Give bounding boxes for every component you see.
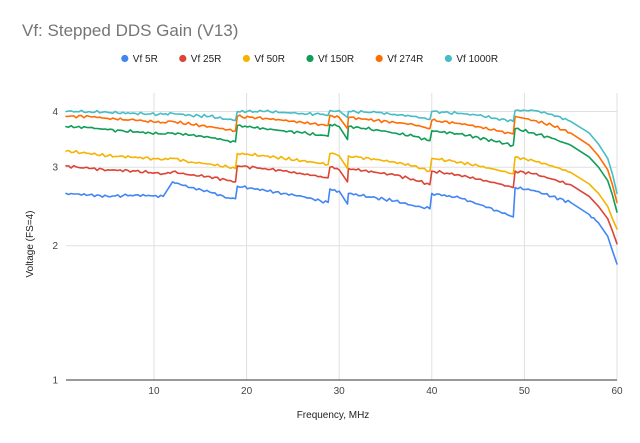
x-tick-label: 30 [334, 386, 346, 397]
legend-label: Vf 274R [387, 54, 423, 65]
y-axis-label: Voltage (FS=4) [25, 211, 36, 278]
series-line [65, 149, 618, 230]
legend: Vf 5R Vf 25R Vf 50R Vf 150R Vf 274R Vf 1000R [121, 54, 498, 65]
legend-marker [375, 54, 383, 63]
x-tick-label: 50 [519, 386, 531, 397]
legend-label: Vf 5R [133, 54, 158, 65]
legend-label: Vf 50R [254, 54, 285, 65]
legend-marker [444, 54, 452, 63]
y-tick-label: 4 [52, 107, 58, 118]
series-line [65, 164, 618, 245]
legend-label: Vf 1000R [456, 54, 498, 65]
legend-marker [306, 54, 314, 63]
x-axis-label: Frequency, MHz [297, 410, 370, 421]
x-tick-label: 40 [426, 386, 438, 397]
legend-marker [242, 54, 250, 63]
x-tick-label: 60 [611, 386, 623, 397]
y-tick-label: 3 [52, 163, 58, 174]
x-tick-label: 10 [148, 386, 160, 397]
y-tick-label: 2 [52, 241, 58, 252]
legend-marker [121, 54, 129, 63]
series-line [65, 114, 618, 204]
chart-title: Vf: Stepped DDS Gain (V13) [22, 21, 238, 40]
legend-label: Vf 150R [318, 54, 354, 65]
series-lines [65, 109, 618, 265]
x-tick-label: 20 [241, 386, 253, 397]
legend-label: Vf 25R [191, 54, 222, 65]
grid [66, 93, 618, 381]
y-ticks: 1 2 3 4 [52, 107, 58, 387]
y-tick-label: 1 [52, 376, 58, 387]
x-ticks: 10 20 30 40 50 60 [148, 386, 623, 397]
series-line [65, 123, 618, 213]
series-line [65, 109, 618, 195]
series-line [65, 181, 618, 265]
legend-marker [179, 54, 187, 63]
